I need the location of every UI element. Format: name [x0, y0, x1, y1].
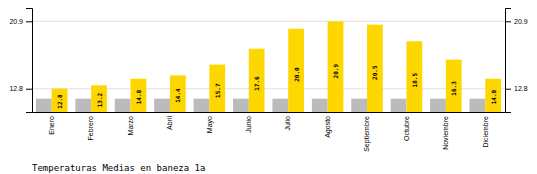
y-axis-left: 12.8 20.9: [9, 9, 32, 113]
x-tick: Noviembre: [442, 112, 449, 150]
bar: [36, 99, 52, 112]
data-label: 12.8: [56, 94, 63, 109]
y-tick-mark: [26, 21, 32, 22]
y-tick-mark: [505, 89, 511, 90]
x-tick: Octubre: [403, 112, 410, 141]
bar: [367, 25, 383, 112]
data-label: 14.4: [174, 88, 181, 103]
x-tick: Septiembre: [363, 112, 371, 152]
x-tick-label: Noviembre: [442, 116, 449, 150]
bar: [75, 99, 91, 112]
bar: [91, 85, 107, 112]
data-label: 14.0: [135, 89, 142, 104]
x-tick: Abril: [166, 112, 173, 130]
bars: [36, 21, 501, 112]
bar: [351, 99, 367, 112]
x-tick: Marzo: [127, 112, 134, 135]
grid: [32, 21, 505, 88]
data-label: 13.2: [96, 92, 103, 107]
x-tick-label: Julio: [284, 116, 291, 131]
data-label: 20.0: [293, 67, 300, 82]
x-tick-label: Enero: [48, 116, 55, 135]
data-label: 14.0: [490, 89, 497, 104]
bar: [391, 99, 407, 112]
x-tick-label: Agosto: [324, 116, 332, 138]
data-label: 20.9: [332, 64, 339, 79]
grid-line: [32, 21, 505, 22]
data-labels: 12.8 13.2 14.0 14.4 15.7 17.6 20.0 20.9 20.5 18.5…: [56, 64, 497, 109]
x-tick-label: Septiembre: [363, 116, 371, 152]
x-tick: Julio: [284, 112, 291, 130]
bar: [170, 75, 186, 112]
y-tick: 20.9: [505, 18, 528, 25]
bar: [272, 99, 288, 112]
x-tick-label: Junio: [245, 116, 252, 133]
x-tick: Enero: [48, 112, 55, 135]
x-tick-label: Febrero: [87, 116, 94, 141]
x-tick-label: Diciembre: [482, 116, 489, 148]
x-tick-label: Octubre: [403, 116, 410, 141]
x-tick: Febrero: [87, 112, 94, 141]
y-axis-line: [26, 9, 33, 113]
bar: [288, 29, 304, 112]
title: Temperaturas Medias en baneza 1a: [32, 163, 205, 173]
data-label: 16.3: [450, 81, 457, 96]
y-tick: 12.8: [505, 85, 528, 92]
bar: [249, 49, 265, 112]
bar: [233, 99, 249, 112]
y-tick-label: 20.9: [9, 18, 23, 25]
data-label: 20.5: [371, 65, 378, 80]
x-tick-label: Mayo: [206, 116, 214, 133]
bar: [312, 99, 328, 112]
bar: [209, 65, 225, 112]
x-tick: Diciembre: [482, 112, 489, 148]
bar: [131, 79, 147, 112]
bar: [470, 99, 486, 112]
bar: [430, 99, 446, 112]
y-tick: 20.9: [9, 18, 32, 25]
bar: [52, 89, 68, 112]
y-tick-label: 20.9: [514, 18, 528, 25]
bar: [328, 21, 344, 112]
bar: [154, 99, 170, 112]
y-tick-mark: [26, 89, 32, 90]
bar: [446, 60, 462, 112]
x-tick-label: Abril: [166, 116, 173, 130]
bar: [194, 99, 210, 112]
y-tick-label: 12.8: [514, 85, 528, 92]
bar: [406, 41, 422, 112]
data-label: 18.5: [411, 73, 418, 88]
x-tick-label: Marzo: [127, 116, 134, 136]
x-tick: Agosto: [324, 112, 332, 138]
x-tick: Mayo: [206, 112, 214, 133]
x-tick: Junio: [245, 112, 252, 133]
y-tick-label: 12.8: [9, 85, 23, 92]
y-tick-mark: [505, 21, 511, 22]
bar: [115, 99, 131, 112]
chart: 12.8 13.2 14.0 14.4 15.7 17.6 20.0 20.9 20.5 18.5…: [0, 0, 537, 174]
x-axis: Enero Febrero Marzo Abril Mayo Junio Julio Agos…: [33, 112, 506, 152]
bar: [485, 79, 501, 112]
y-tick: 12.8: [9, 85, 32, 92]
x-axis-line: [33, 112, 506, 113]
data-label: 17.6: [253, 76, 260, 91]
data-label: 15.7: [214, 83, 221, 98]
y-axis-line: [506, 9, 512, 113]
y-axis-right: 12.8 20.9: [505, 9, 528, 113]
